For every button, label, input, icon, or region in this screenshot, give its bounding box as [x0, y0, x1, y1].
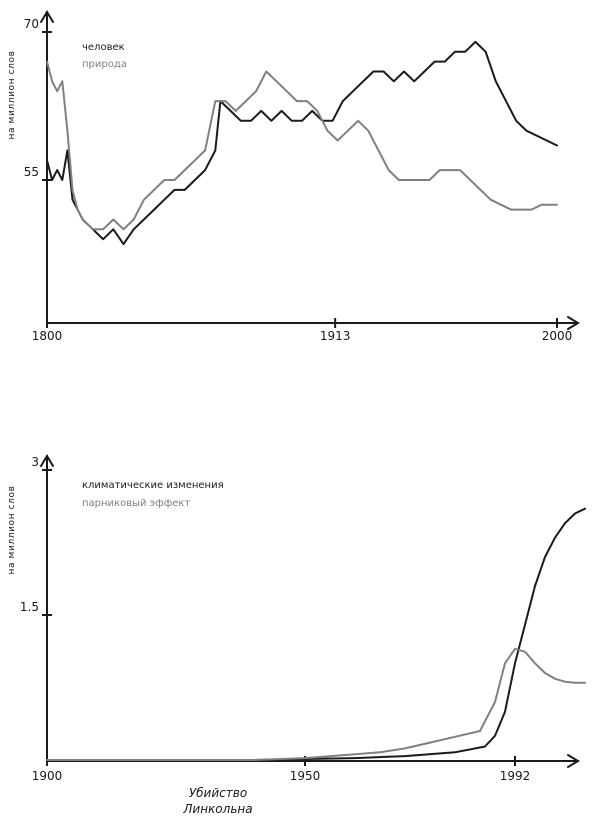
- y-axis-arrow: [40, 10, 54, 23]
- y-tick-label: 55: [24, 165, 39, 179]
- y-axis-arrow: [40, 454, 54, 467]
- legend-entry: человек: [82, 42, 125, 53]
- x-tick-label: 1913: [320, 329, 351, 343]
- chart-2: 1.5 3 1900 1950 1992 на миллион слов климатиче…: [7, 454, 586, 816]
- x-tick-label: 1950: [290, 769, 321, 783]
- x-tick-label: 1900: [32, 769, 63, 783]
- x-tick-label: 1800: [32, 329, 63, 343]
- legend-entry: парниковый эффект: [82, 498, 190, 509]
- series-line: [46, 647, 586, 761]
- series-line: [46, 60, 558, 231]
- x-tick-label: 1992: [500, 769, 531, 783]
- y-tick-label: 1.5: [20, 600, 39, 614]
- x-axis-arrow: [567, 316, 580, 330]
- series-line: [46, 507, 586, 761]
- annotation-line: Убийство: [189, 786, 247, 800]
- y-axis-label: на миллион слов: [7, 50, 17, 139]
- y-tick-label: 3: [31, 455, 39, 469]
- annotation: Убийство Линкольна: [182, 786, 252, 816]
- series-line: [46, 40, 558, 246]
- y-axis-label: на миллион слов: [7, 485, 17, 574]
- y-tick-label: 70: [24, 17, 39, 31]
- annotation-line: Линкольна: [182, 802, 252, 816]
- legend-entry: климатические изменения: [82, 480, 224, 491]
- chart-1: 55 70 1800 1913 2000 на миллион слов человек пр…: [7, 10, 580, 343]
- x-axis-arrow: [567, 754, 580, 768]
- legend-entry: природа: [82, 59, 127, 70]
- x-tick-label: 2000: [542, 329, 573, 343]
